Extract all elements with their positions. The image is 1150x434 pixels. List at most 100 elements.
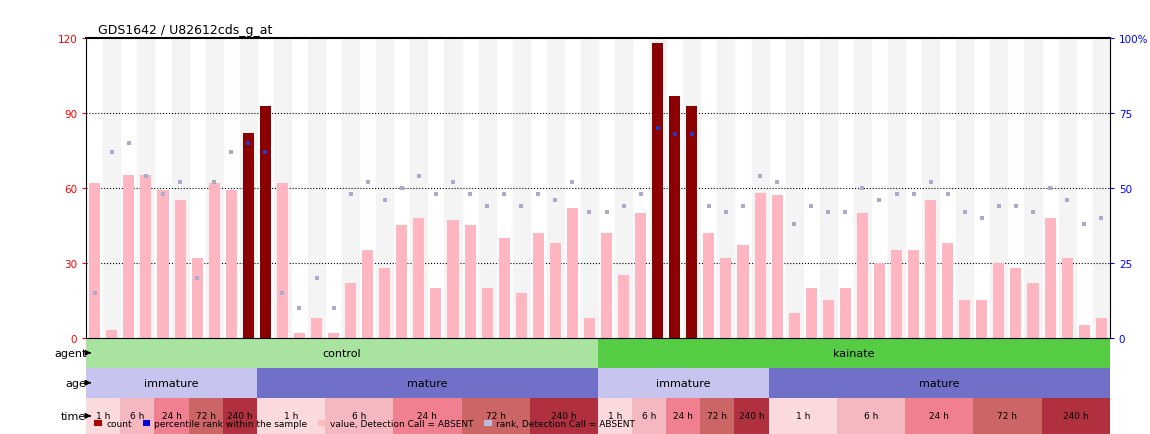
Bar <box>447 221 459 338</box>
Bar <box>513 39 530 338</box>
Bar <box>376 39 393 338</box>
Text: 72 h: 72 h <box>707 411 728 421</box>
Bar <box>905 398 973 434</box>
Bar <box>277 184 288 338</box>
Text: 240 h: 240 h <box>738 411 765 421</box>
Bar <box>343 39 359 338</box>
Bar <box>752 39 768 338</box>
Bar <box>189 398 223 434</box>
Bar <box>550 243 561 338</box>
Text: control: control <box>323 348 361 358</box>
Bar <box>1011 268 1021 338</box>
Bar <box>1092 39 1110 338</box>
Bar <box>922 39 940 338</box>
Bar <box>86 368 256 398</box>
Bar <box>581 39 598 338</box>
Bar <box>482 288 492 338</box>
Bar <box>547 39 564 338</box>
Text: 240 h: 240 h <box>1063 411 1088 421</box>
Bar <box>308 39 325 338</box>
Bar <box>666 398 700 434</box>
Bar <box>256 368 598 398</box>
Text: mature: mature <box>919 378 959 388</box>
Bar <box>294 333 305 338</box>
Text: 6 h: 6 h <box>642 411 657 421</box>
Bar <box>240 39 256 338</box>
Text: 1 h: 1 h <box>796 411 810 421</box>
Text: immature: immature <box>144 378 199 388</box>
Text: 24 h: 24 h <box>929 411 949 421</box>
Bar <box>615 39 632 338</box>
Bar <box>598 368 768 398</box>
Bar <box>345 283 356 338</box>
Bar <box>853 39 871 338</box>
Bar <box>857 214 868 338</box>
Bar <box>735 398 768 434</box>
Bar <box>397 226 407 338</box>
Bar <box>86 338 598 368</box>
Bar <box>598 398 632 434</box>
Bar <box>652 44 664 338</box>
Bar <box>1027 283 1038 338</box>
Text: 240 h: 240 h <box>551 411 576 421</box>
Bar <box>754 194 766 338</box>
Text: 1 h: 1 h <box>608 411 622 421</box>
Bar <box>669 96 681 338</box>
Bar <box>772 196 783 338</box>
Bar <box>256 398 325 434</box>
Bar <box>325 398 393 434</box>
Bar <box>140 176 152 338</box>
Text: 6 h: 6 h <box>352 411 367 421</box>
Bar <box>413 218 424 338</box>
Bar <box>1042 398 1110 434</box>
Bar <box>959 301 971 338</box>
Bar <box>532 233 544 338</box>
Bar <box>957 39 973 338</box>
Bar <box>618 276 629 338</box>
Bar <box>908 251 919 338</box>
Bar <box>925 201 936 338</box>
Bar <box>430 288 442 338</box>
Bar <box>1025 39 1042 338</box>
Text: kainate: kainate <box>833 348 875 358</box>
Bar <box>1096 318 1106 338</box>
Bar <box>260 106 271 338</box>
Bar <box>785 39 803 338</box>
Bar <box>567 208 578 338</box>
Bar <box>223 398 256 434</box>
Bar <box>123 176 135 338</box>
Bar <box>90 184 100 338</box>
Bar <box>687 106 697 338</box>
Text: time: time <box>61 411 86 421</box>
Bar <box>891 251 902 338</box>
Bar <box>243 134 254 338</box>
Bar <box>175 201 185 338</box>
Bar <box>700 398 735 434</box>
Bar <box>362 251 374 338</box>
Bar <box>1044 218 1056 338</box>
Bar <box>499 238 509 338</box>
Bar <box>158 191 169 338</box>
Text: immature: immature <box>656 378 711 388</box>
Bar <box>411 39 428 338</box>
Bar <box>598 338 1110 368</box>
Bar <box>584 318 595 338</box>
Bar <box>192 258 202 338</box>
Text: mature: mature <box>407 378 447 388</box>
Bar <box>206 39 223 338</box>
Bar <box>683 39 700 338</box>
Text: 72 h: 72 h <box>997 411 1018 421</box>
Text: 72 h: 72 h <box>485 411 506 421</box>
Bar <box>994 263 1004 338</box>
Text: 24 h: 24 h <box>674 411 693 421</box>
Text: 24 h: 24 h <box>162 411 182 421</box>
Bar <box>806 288 816 338</box>
Bar <box>650 39 666 338</box>
Text: 72 h: 72 h <box>196 411 216 421</box>
Bar <box>380 268 390 338</box>
Bar <box>444 39 461 338</box>
Bar <box>635 214 646 338</box>
Bar <box>1059 39 1075 338</box>
Bar <box>737 246 749 338</box>
Text: 6 h: 6 h <box>130 411 145 421</box>
